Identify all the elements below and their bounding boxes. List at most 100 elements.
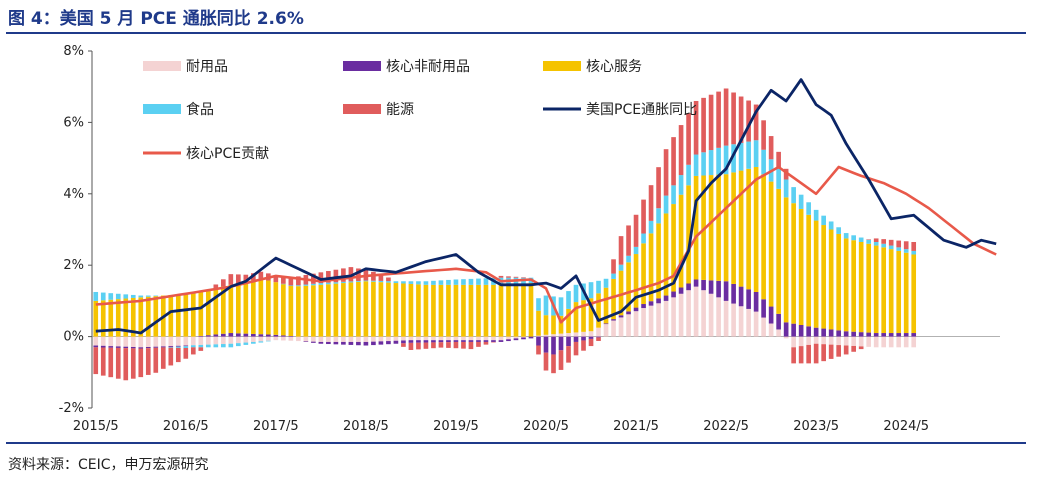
bar-energy [311,273,316,284]
bar-core_nondurable [100,345,106,348]
bar-food [408,281,414,284]
bar-core_nondurable [461,340,466,342]
bar-core_services [438,284,444,337]
bar-core_nondurable [266,334,271,337]
bar-energy [581,340,586,351]
bar-durable [160,336,166,347]
bar-energy [693,100,699,155]
bar-food [251,341,256,344]
bar-core_nondurable [663,295,669,301]
bar-core_nondurable [213,334,219,337]
bar-durable [701,290,706,337]
bar-durable [326,336,331,342]
bar-core_services [183,293,189,337]
bar-energy [633,214,639,247]
bar-energy [513,276,519,278]
y-tick-label: 0% [63,330,84,345]
bar-durable [483,336,489,341]
bar-food [798,194,804,209]
bar-food [168,347,174,348]
bar-energy [858,346,864,350]
bar-food [123,294,129,299]
bar-durable [438,336,444,341]
bar-energy [708,94,714,151]
bar-core_services [633,254,639,308]
bar-core_services [138,297,144,337]
bar-food [693,154,699,176]
bar-energy [836,345,841,357]
x-tick-label: 2023/5 [793,419,839,434]
bar-core_services [326,284,331,337]
bar-food [198,344,204,348]
bar-energy [431,342,436,349]
bar-food [723,145,729,175]
bar-core_nondurable [738,286,744,307]
bar-core_services [881,247,887,334]
bar-core_nondurable [611,319,616,321]
bar-durable [190,336,196,346]
bar-series [93,88,917,381]
bar-core_services [813,220,819,328]
bar-core_services [476,284,481,337]
x-tick-label: 2020/5 [523,419,569,434]
bar-food [558,297,564,316]
legend-label: 核心非耐用品 [386,59,470,75]
bar-core_services [130,297,136,337]
bar-durable [266,336,271,341]
bar-food [288,285,294,287]
bar-core_services [761,174,766,300]
bar-durable [686,290,691,337]
bar-durable [506,336,511,340]
bar-core_nondurable [566,336,571,347]
bar-core_services [843,238,849,332]
bar-durable [348,336,354,342]
bar-core_services [738,170,744,287]
y-tick-label: 2% [63,258,84,273]
bar-core_services [446,284,451,337]
bar-food [311,283,316,286]
bar-durable [783,336,789,339]
bar-durable [416,336,421,341]
bar-energy [596,337,601,341]
bar-core_nondurable [348,341,354,345]
bar-core_nondurable [888,333,894,337]
bar-core_services [641,243,646,305]
bar-core_nondurable [858,332,864,337]
bar-durable [888,336,894,348]
bar-core_services [236,283,241,334]
bar-energy [183,348,189,359]
bar-core_nondurable [153,346,159,348]
bar-core_nondurable [175,345,181,347]
bar-durable [866,336,871,347]
bar-durable [903,336,909,348]
bar-food [93,291,99,301]
bar-durable [821,336,826,345]
bar-durable [911,336,917,348]
bar-core_services [258,278,264,335]
bar-core_services [288,286,294,336]
bar-durable [213,336,219,345]
bar-durable [93,336,99,346]
bar-core_services [401,283,406,337]
bar-durable [513,336,519,339]
bar-core_services [573,302,579,333]
bar-food [866,239,871,244]
bar-energy [896,240,902,248]
bar-durable [761,317,766,337]
bar-energy [588,338,594,347]
bar-core_nondurable [431,340,436,343]
line-headline-pce [95,78,997,335]
bar-core_services [266,280,271,335]
bar-core_services [551,315,556,335]
bar-energy [498,275,504,278]
bar-food [753,140,759,168]
x-tick-label: 2022/5 [703,419,749,434]
bar-core_services [386,282,391,337]
bar-food [153,295,159,297]
bar-core_services [543,315,549,335]
bar-core_nondurable [288,336,294,337]
bar-core_nondurable [303,341,309,342]
bar-energy [738,96,744,143]
bar-durable [588,331,594,337]
bar-core_services [588,298,594,332]
